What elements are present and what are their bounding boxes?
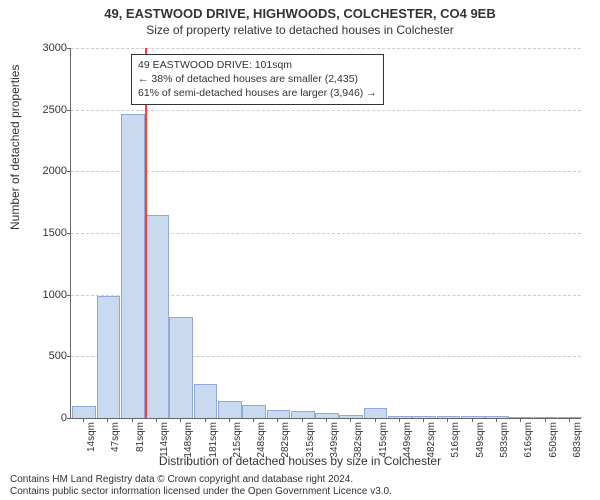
y-tick-mark — [67, 418, 71, 419]
x-tick-label: 449sqm — [402, 422, 413, 458]
bar — [194, 384, 218, 418]
bar — [509, 417, 533, 418]
x-tick-mark — [375, 418, 376, 422]
page-title: 49, EASTWOOD DRIVE, HIGHWOODS, COLCHESTE… — [0, 0, 600, 21]
x-tick-mark — [83, 418, 84, 422]
bar — [242, 405, 266, 418]
x-tick-label: 616sqm — [523, 422, 534, 458]
gridline — [71, 110, 581, 111]
bar — [412, 416, 436, 418]
x-tick-label: 516sqm — [450, 422, 461, 458]
bar — [218, 401, 242, 418]
x-tick-mark — [545, 418, 546, 422]
x-tick-mark — [205, 418, 206, 422]
gridline — [71, 171, 581, 172]
bar — [558, 417, 582, 418]
bar — [437, 416, 461, 418]
bar — [461, 416, 485, 418]
x-tick-mark — [423, 418, 424, 422]
annotation-box: 49 EASTWOOD DRIVE: 101sqm ← 38% of detac… — [131, 54, 384, 105]
x-tick-mark — [302, 418, 303, 422]
x-tick-mark — [156, 418, 157, 422]
attribution-line-2: Contains public sector information licen… — [10, 486, 392, 498]
bar — [534, 417, 558, 418]
bar — [364, 408, 388, 418]
bar — [267, 410, 291, 418]
x-tick-label: 248sqm — [256, 422, 267, 458]
x-tick-label: 382sqm — [353, 422, 364, 458]
x-tick-label: 349sqm — [329, 422, 340, 458]
x-tick-label: 650sqm — [548, 422, 559, 458]
x-tick-mark — [350, 418, 351, 422]
bar — [121, 114, 145, 418]
x-tick-label: 482sqm — [426, 422, 437, 458]
x-tick-label: 14sqm — [86, 422, 97, 452]
bar — [97, 296, 121, 418]
annotation-line-3: 61% of semi-detached houses are larger (… — [138, 86, 377, 100]
x-tick-mark — [132, 418, 133, 422]
x-tick-mark — [107, 418, 108, 422]
bar — [291, 411, 315, 418]
y-axis-label: Number of detached properties — [8, 65, 22, 230]
x-tick-mark — [229, 418, 230, 422]
chart-area: 49 EASTWOOD DRIVE: 101sqm ← 38% of detac… — [70, 48, 581, 419]
x-tick-label: 549sqm — [475, 422, 486, 458]
x-tick-mark — [520, 418, 521, 422]
x-tick-label: 114sqm — [159, 422, 170, 457]
x-tick-label: 215sqm — [232, 422, 243, 458]
bar — [72, 406, 96, 418]
y-tick-mark — [67, 171, 71, 172]
x-tick-label: 148sqm — [183, 422, 194, 458]
chart-container: 49, EASTWOOD DRIVE, HIGHWOODS, COLCHESTE… — [0, 0, 600, 500]
x-tick-mark — [447, 418, 448, 422]
gridline — [71, 48, 581, 49]
x-tick-label: 282sqm — [280, 422, 291, 458]
x-tick-label: 415sqm — [378, 422, 389, 458]
bar — [485, 416, 509, 418]
bar — [388, 416, 412, 418]
x-tick-label: 81sqm — [135, 422, 146, 452]
x-tick-mark — [399, 418, 400, 422]
x-tick-mark — [496, 418, 497, 422]
x-tick-label: 315sqm — [305, 422, 316, 458]
x-axis-label: Distribution of detached houses by size … — [0, 454, 600, 468]
page-subtitle: Size of property relative to detached ho… — [0, 21, 600, 37]
x-tick-mark — [472, 418, 473, 422]
y-tick-mark — [67, 233, 71, 234]
y-tick-mark — [67, 295, 71, 296]
annotation-line-2: ← 38% of detached houses are smaller (2,… — [138, 72, 377, 86]
attribution-line-1: Contains HM Land Registry data © Crown c… — [10, 474, 392, 486]
bar — [315, 413, 339, 418]
y-tick-mark — [67, 110, 71, 111]
bar — [145, 215, 169, 418]
y-tick-mark — [67, 356, 71, 357]
x-tick-label: 583sqm — [499, 422, 510, 458]
annotation-line-1: 49 EASTWOOD DRIVE: 101sqm — [138, 58, 377, 72]
y-tick-mark — [67, 48, 71, 49]
bar — [339, 415, 363, 418]
attribution: Contains HM Land Registry data © Crown c… — [10, 474, 392, 498]
x-tick-mark — [277, 418, 278, 422]
x-tick-label: 683sqm — [572, 422, 583, 458]
x-tick-mark — [253, 418, 254, 422]
x-tick-mark — [326, 418, 327, 422]
x-tick-mark — [180, 418, 181, 422]
x-tick-mark — [569, 418, 570, 422]
bar — [169, 317, 193, 418]
x-tick-label: 181sqm — [208, 422, 219, 458]
x-tick-label: 47sqm — [110, 422, 121, 452]
